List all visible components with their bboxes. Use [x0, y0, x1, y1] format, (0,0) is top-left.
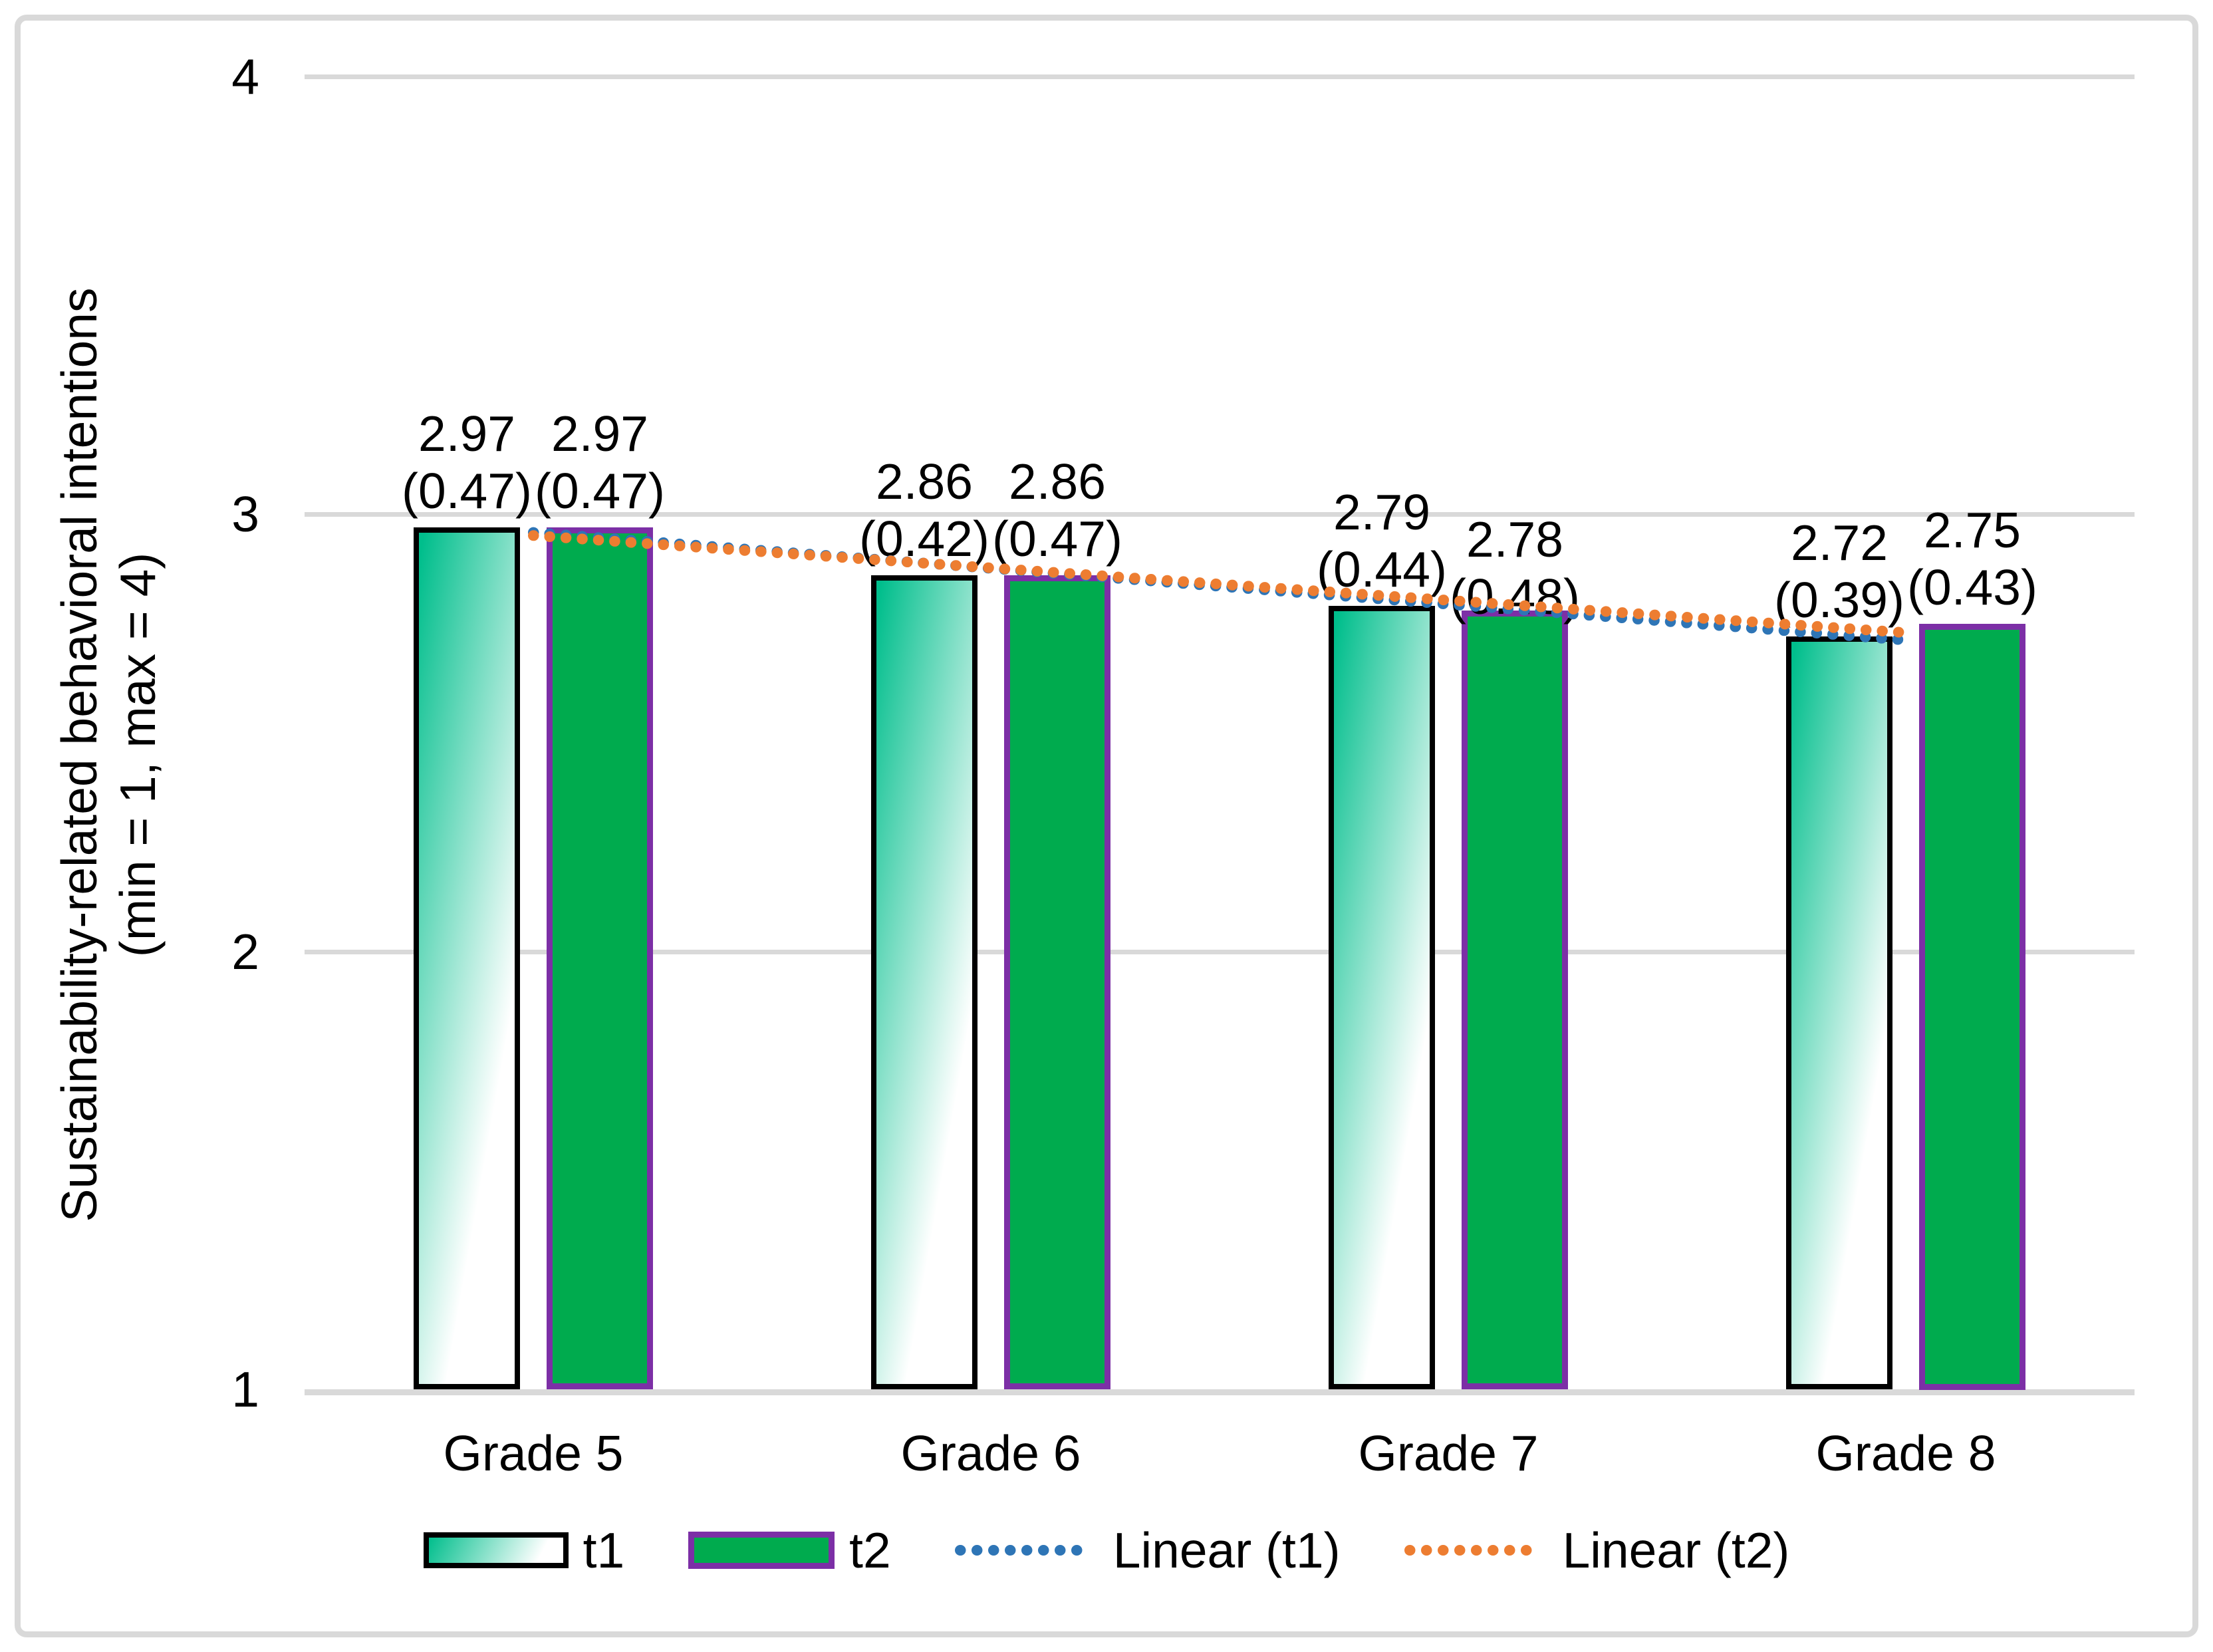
bar-t1-grade-7 [1329, 606, 1435, 1389]
bar-t2-grade-5 [547, 527, 653, 1389]
data-label-sd: (0.48) [1450, 569, 1580, 624]
legend-line-linear-t2-icon [1404, 1545, 1548, 1556]
legend-label-t2: t2 [849, 1522, 891, 1578]
x-axis-label-grade-5: Grade 5 [443, 1425, 624, 1481]
bar-t1-grade-8 [1786, 636, 1892, 1389]
x-axis-label-grade-8: Grade 8 [1815, 1425, 1996, 1481]
legend-label-linear-t1: Linear (t1) [1112, 1522, 1341, 1578]
data-label-value: 2.86 [876, 454, 973, 509]
legend: t1 t2 Linear (t1) Linear (t2) [0, 1522, 2213, 1579]
y-tick-label-3: 3 [231, 486, 259, 542]
y-axis-title-line2: (min = 1, max = 4) [110, 552, 166, 958]
gridline-4 [305, 74, 2135, 79]
legend-swatch-t1 [423, 1532, 569, 1568]
legend-label-t1: t1 [583, 1522, 625, 1578]
data-label-sd: (0.47) [402, 463, 532, 519]
bar-t2-grade-6 [1004, 575, 1110, 1389]
bar-t1-grade-5 [414, 527, 520, 1389]
data-label-t2-grade-7: 2.78 (0.48) [1408, 511, 1621, 625]
gridline-1 [305, 1389, 2135, 1395]
legend-item-t2: t2 [688, 1522, 891, 1579]
legend-swatch-t2 [688, 1532, 835, 1569]
data-label-t2-grade-6: 2.86 (0.47) [951, 453, 1164, 567]
data-label-value: 2.97 [551, 406, 648, 462]
gridline-2 [305, 950, 2135, 954]
legend-item-linear-t1: Linear (t1) [954, 1522, 1341, 1579]
x-axis-label-grade-6: Grade 6 [900, 1425, 1081, 1481]
y-tick-label-2: 2 [231, 924, 259, 980]
data-label-value: 2.78 [1466, 511, 1563, 567]
x-axis-label-grade-7: Grade 7 [1358, 1425, 1539, 1481]
data-label-sd: (0.47) [535, 463, 665, 519]
bar-t2-grade-8 [1919, 624, 2025, 1390]
data-label-t2-grade-8: 2.75 (0.43) [1866, 501, 2079, 616]
gridline-3 [305, 512, 2135, 517]
legend-item-t1: t1 [423, 1522, 625, 1579]
y-tick-label-1: 1 [231, 1361, 259, 1417]
legend-item-linear-t2: Linear (t2) [1404, 1522, 1790, 1579]
y-axis-title-line1: Sustainability-related behavioral intent… [51, 287, 107, 1222]
data-label-value: 2.75 [1924, 502, 2021, 558]
data-label-value: 2.97 [418, 406, 515, 462]
legend-label-linear-t2: Linear (t2) [1562, 1522, 1790, 1578]
legend-line-linear-t1-icon [954, 1545, 1099, 1556]
bar-t2-grade-7 [1462, 611, 1568, 1389]
data-label-t2-grade-5: 2.97 (0.47) [493, 405, 706, 519]
bar-t1-grade-6 [871, 575, 977, 1389]
y-tick-label-4: 4 [231, 49, 259, 104]
data-label-t1-grade-5: 2.97 (0.47) [360, 405, 573, 519]
data-label-value: 2.86 [1009, 454, 1106, 509]
data-label-sd: (0.43) [1907, 559, 2037, 615]
y-axis-title: Sustainability-related behavioral intent… [50, 287, 167, 1222]
data-label-sd: (0.47) [992, 511, 1122, 567]
